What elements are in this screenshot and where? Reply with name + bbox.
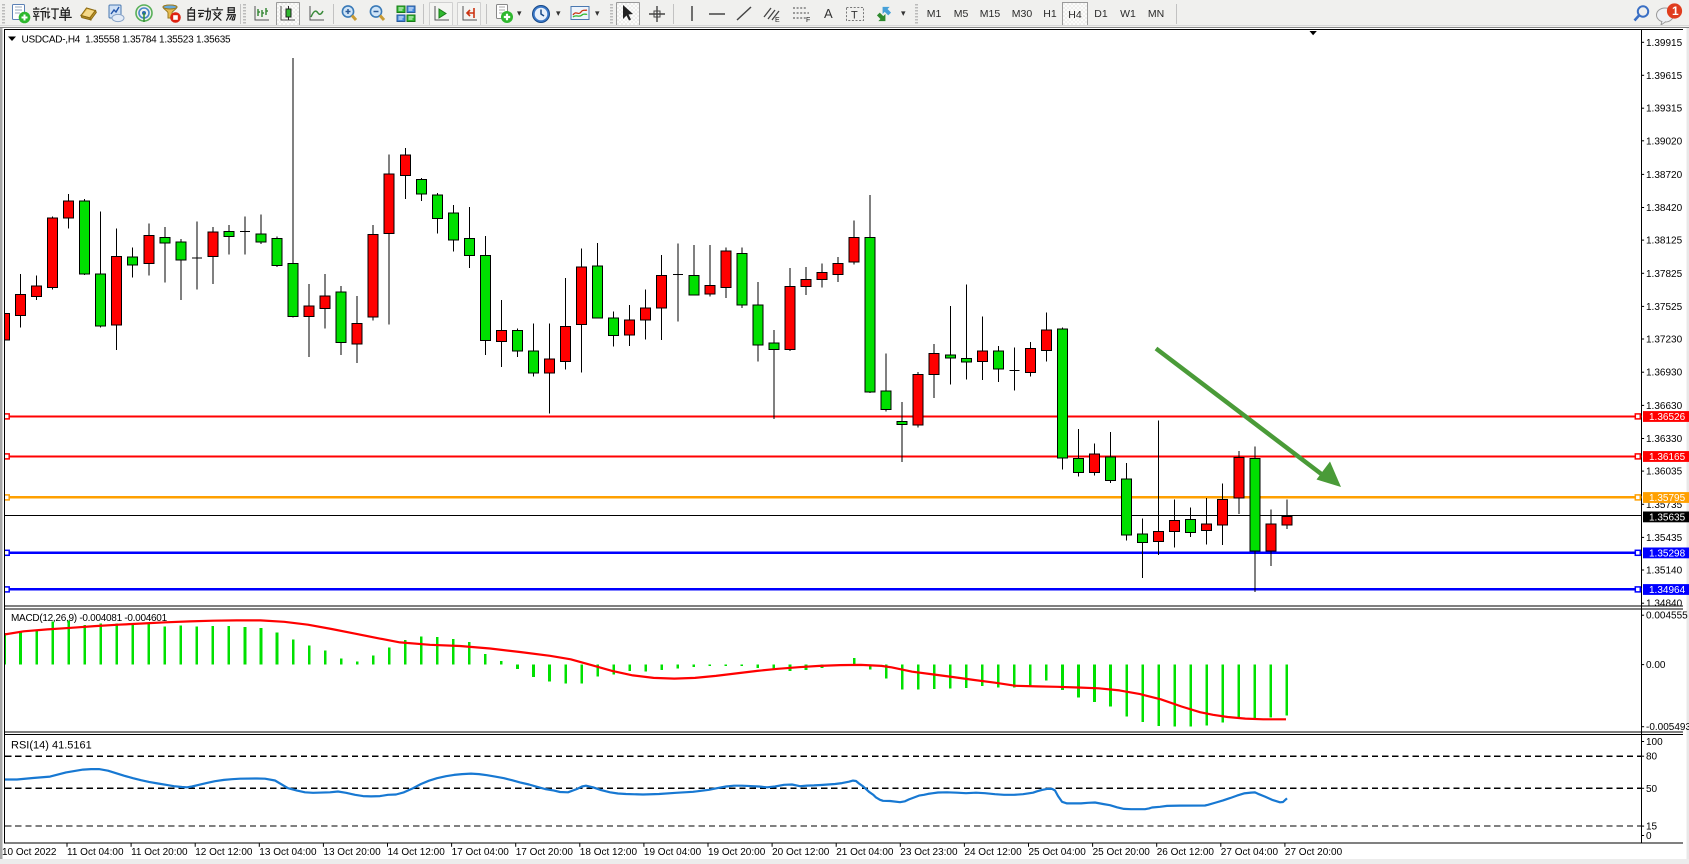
svg-text:27 Oct 04:00: 27 Oct 04:00 [1221,847,1279,858]
svg-text:1.39315: 1.39315 [1646,104,1683,115]
svg-text:1.38125: 1.38125 [1646,236,1683,247]
svg-text:MACD(12,26,9) -0.004081 -0.004: MACD(12,26,9) -0.004081 -0.004601 [11,613,168,624]
svg-text:RSI(14) 41.5161: RSI(14) 41.5161 [11,740,92,752]
svg-text:1.38720: 1.38720 [1646,170,1683,181]
svg-text:1.37230: 1.37230 [1646,335,1683,346]
svg-text:27 Oct 20:00: 27 Oct 20:00 [1285,847,1343,858]
svg-text:23 Oct 23:00: 23 Oct 23:00 [900,847,958,858]
svg-text:1.36165: 1.36165 [1649,452,1686,463]
svg-text:F: F [806,17,810,24]
svg-text:13 Oct 20:00: 13 Oct 20:00 [323,847,381,858]
svg-text:1.35735: 1.35735 [1646,500,1683,511]
svg-text:1.34840: 1.34840 [1646,599,1683,610]
svg-text:1.37525: 1.37525 [1646,302,1683,313]
svg-text:1.37825: 1.37825 [1646,269,1683,280]
svg-text:1.36035: 1.36035 [1646,467,1683,478]
svg-text:0.00: 0.00 [1646,660,1666,671]
svg-text:1.35298: 1.35298 [1649,548,1686,559]
svg-text:11 Oct 04:00: 11 Oct 04:00 [67,847,124,858]
svg-text:1.36930: 1.36930 [1646,368,1683,379]
svg-text:80: 80 [1646,752,1658,763]
svg-text:USDCAD-,H4 1.35558 1.35784 1.: USDCAD-,H4 1.35558 1.35784 1.35523 1.356… [22,35,232,46]
svg-text:17 Oct 20:00: 17 Oct 20:00 [516,847,574,858]
svg-text:19 Oct 04:00: 19 Oct 04:00 [644,847,702,858]
svg-text:20 Oct 12:00: 20 Oct 12:00 [772,847,830,858]
svg-text:100: 100 [1646,737,1663,748]
svg-text:10 Oct 2022: 10 Oct 2022 [2,847,57,858]
svg-text:24 Oct 12:00: 24 Oct 12:00 [964,847,1022,858]
svg-text:17 Oct 04:00: 17 Oct 04:00 [452,847,510,858]
svg-text:12 Oct 12:00: 12 Oct 12:00 [195,847,253,858]
svg-text:1.36630: 1.36630 [1646,401,1683,412]
svg-text:21 Oct 04:00: 21 Oct 04:00 [836,847,894,858]
svg-text:0.004555: 0.004555 [1646,611,1688,622]
svg-text:-0.005493: -0.005493 [1646,722,1689,733]
svg-text:0: 0 [1646,831,1652,842]
svg-text:1.35435: 1.35435 [1646,533,1683,544]
svg-text:1.35795: 1.35795 [1649,493,1686,504]
svg-text:18 Oct 12:00: 18 Oct 12:00 [580,847,638,858]
svg-text:25 Oct 20:00: 25 Oct 20:00 [1093,847,1151,858]
svg-text:1.39615: 1.39615 [1646,71,1683,82]
svg-text:T: T [851,10,858,22]
svg-text:1.34964: 1.34964 [1649,585,1686,596]
svg-text:1: 1 [1672,4,1679,18]
svg-text:15: 15 [1646,822,1658,833]
svg-text:1.35140: 1.35140 [1646,566,1683,577]
svg-text:1.39915: 1.39915 [1646,38,1683,49]
svg-text:26 Oct 12:00: 26 Oct 12:00 [1157,847,1215,858]
svg-text:14 Oct 12:00: 14 Oct 12:00 [388,847,446,858]
svg-text:1.36330: 1.36330 [1646,434,1683,445]
svg-text:13 Oct 04:00: 13 Oct 04:00 [259,847,317,858]
svg-text:E: E [775,17,780,24]
svg-text:19 Oct 20:00: 19 Oct 20:00 [708,847,766,858]
svg-text:1.39020: 1.39020 [1646,136,1683,147]
svg-text:11 Oct 20:00: 11 Oct 20:00 [131,847,188,858]
svg-text:1.35635: 1.35635 [1649,512,1686,523]
svg-text:50: 50 [1646,784,1658,795]
svg-text:25 Oct 04:00: 25 Oct 04:00 [1029,847,1087,858]
svg-text:1.36526: 1.36526 [1649,412,1686,423]
svg-text:1.38420: 1.38420 [1646,203,1683,214]
